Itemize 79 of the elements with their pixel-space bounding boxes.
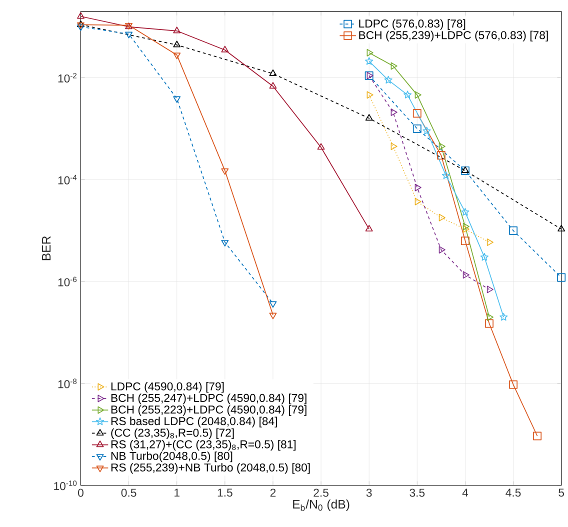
y-axis-title: BER [42,236,51,260]
point [462,225,470,233]
point [438,246,446,254]
point [460,236,470,245]
point [480,252,488,261]
x-tick-label: 1.5 [218,488,232,497]
point [486,238,494,246]
point [173,40,181,48]
point [366,48,374,56]
point [221,168,229,175]
point [485,319,494,328]
point [403,90,412,98]
point [486,286,494,294]
legend-label: (CC (23,35)$_{8}$,R=0.5) [72] [111,428,234,439]
point [173,52,181,60]
point [317,142,325,150]
point [269,82,277,88]
point [462,222,470,230]
point [384,76,392,84]
point [414,184,422,192]
y-tick-label: 10$^{-2}$ [58,72,77,82]
point [365,56,374,65]
point [533,432,542,440]
point [269,69,277,76]
point [509,226,518,235]
legend-label: LDPC (4590,0.84) [79] [111,382,224,393]
point [558,224,566,232]
point [365,114,373,120]
x-axis-title: E$_{b}$/N$_{0}$ (dB) [293,499,350,511]
point [173,26,181,34]
x-tick-label: 4 [462,488,468,496]
point [438,142,446,150]
x-tick-label: 1 [174,488,180,496]
point [500,312,508,321]
y-tick-label: 10$^{-6}$ [58,276,77,286]
x-tick-label: 2 [270,488,276,497]
point [442,171,450,179]
x-tick-label: 5 [558,488,564,497]
point [221,240,229,246]
point [412,124,422,133]
point [365,224,373,232]
x-tick-label: 2.5 [314,488,328,497]
point [422,126,431,134]
x-tick-label: 3.5 [410,488,425,497]
point [461,208,470,216]
y-tick-label: 10$^{-4}$ [58,174,77,184]
point [173,96,181,103]
point [269,312,277,320]
point [462,271,470,278]
point [509,380,518,389]
point [125,32,133,38]
legend-label: BCH (255,223)+LDPC (4590,0.84) [79] [111,405,306,416]
point [221,46,229,52]
legend-label: BCH (255,247)+LDPC (4590,0.84) [79] [111,394,306,404]
legend-label: BCH (255,239)+LDPC (576,0.83) [78] [359,30,548,42]
point [436,150,446,160]
point [390,108,398,116]
point [557,273,566,282]
point [412,108,422,118]
x-tick-label: 4.5 [506,488,521,497]
point [77,12,84,19]
x-tick-label: 3 [366,488,372,497]
legend-label: RS (31,27)+(CC (23,35)$_{8}$,R=0.5) [81] [111,440,296,450]
point [366,91,374,98]
point [438,214,446,222]
point [390,142,398,150]
y-tick-label: 10$^{-10}$ [54,480,77,490]
x-tick-label: 0 [78,488,84,497]
y-tick-label: 10$^{-8}$ [58,378,77,388]
point [390,62,398,70]
point [414,198,422,206]
point [414,91,422,98]
legend-label: LDPC (576,0.83) [78] [359,19,466,30]
x-tick-label: 0.5 [121,488,136,497]
legend-label: RS (255,239)+NB Turbo (2048,0.5) [80] [111,463,310,474]
legend-label: NB Turbo(2048,0.5) [80] [111,451,232,462]
point [269,301,277,308]
legend-label: RS based LDPC (2048,0.84) [84] [111,416,277,428]
point [486,313,494,321]
